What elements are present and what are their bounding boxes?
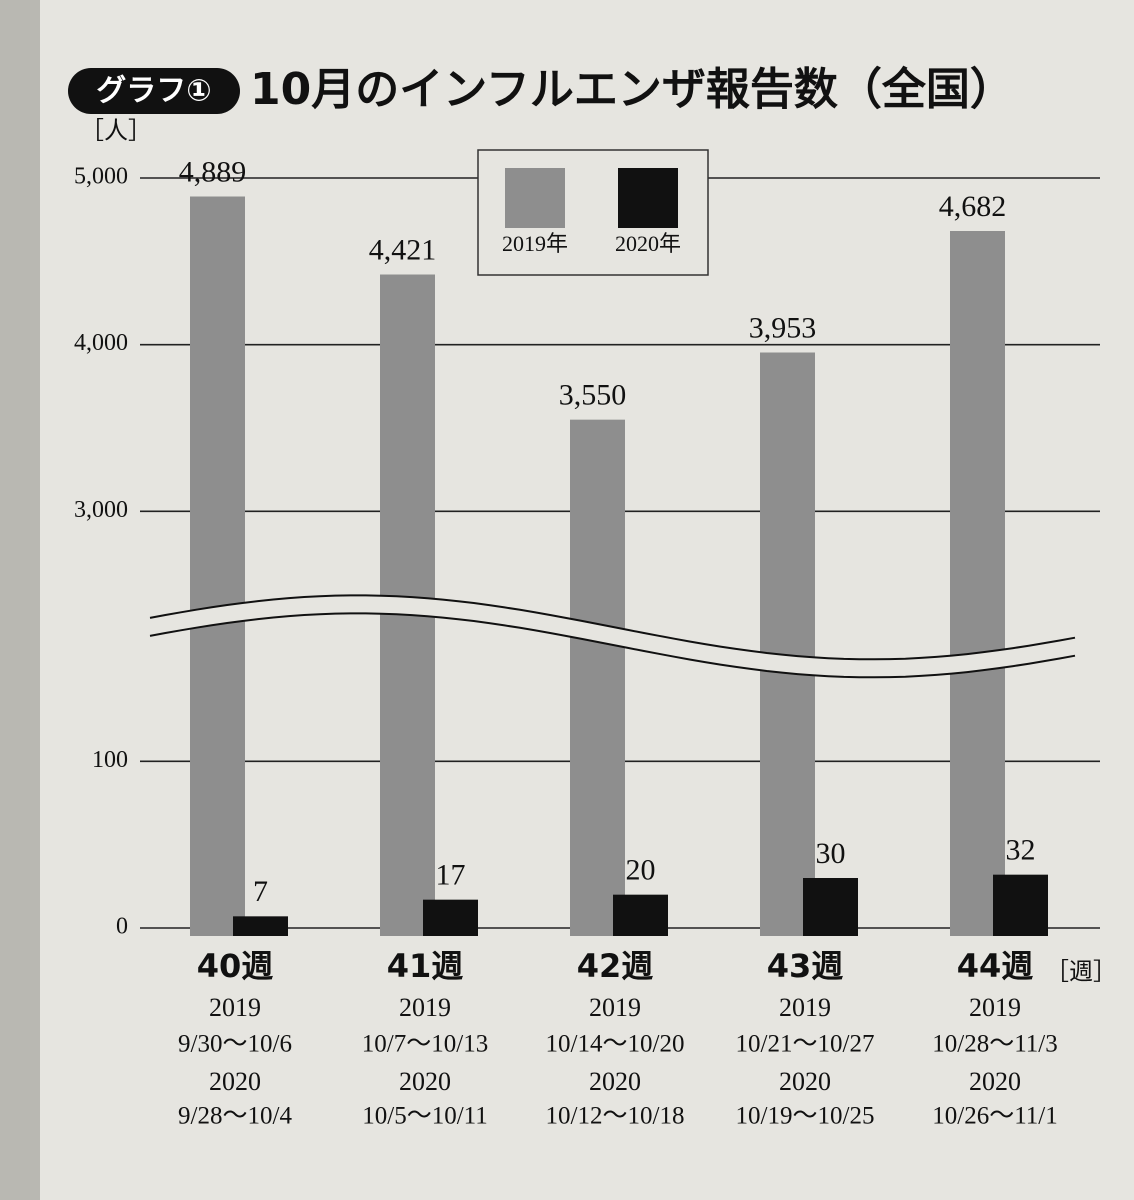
bar [423,899,478,936]
legend-label: 2020年 [615,231,681,256]
y-tick-label: 4,000 [74,330,128,356]
bar [760,352,815,936]
period-label: 10/21〜10/27 [736,1031,875,1058]
page-edge [0,0,40,1200]
year-label: 2019 [209,993,261,1022]
period-label: 10/19〜10/25 [736,1103,875,1130]
bar [570,419,625,937]
value-label: 30 [816,837,846,870]
axis-break-fill [150,595,1075,678]
value-label: 3,953 [749,311,817,344]
year-label: 2020 [209,1067,261,1096]
legend-label: 2019年 [502,231,568,256]
period-label: 10/28〜11/3 [932,1031,1057,1058]
year-label: 2019 [589,993,641,1022]
x-tick-label: 43週 [767,947,844,985]
x-tick-label: 44週 [957,947,1034,985]
badge: グラフ① [96,74,211,109]
bar [803,878,858,936]
y-tick-label: 5,000 [74,164,128,190]
period-label: 9/28〜10/4 [178,1103,292,1130]
legend: 2019年 2020年 [477,149,709,276]
period-label: 10/5〜10/11 [362,1103,487,1130]
y-tick-label: 3,000 [74,497,128,523]
period-label: 10/7〜10/13 [362,1031,488,1058]
x-unit: ［週］ [1045,959,1117,986]
value-label: 17 [436,859,466,892]
year-label: 2020 [589,1067,641,1096]
y-tick-label: 0 [116,914,128,940]
period-label: 10/12〜10/18 [546,1103,685,1130]
value-label: 7 [253,875,268,908]
year-label: 2019 [969,993,1021,1022]
x-tick-label: 41週 [387,947,464,985]
value-label: 4,421 [369,233,437,266]
chart-title: 10月のインフルエンザ報告数（全国） [250,64,1014,115]
x-tick-label: 40週 [197,947,274,985]
value-label: 32 [1006,834,1036,867]
bar [233,916,288,936]
bar [993,874,1048,936]
value-label: 3,550 [559,379,627,412]
legend-swatch [618,168,678,228]
year-label: 2019 [779,993,831,1022]
period-label: 10/26〜11/1 [932,1103,1057,1130]
period-label: 9/30〜10/6 [178,1031,292,1058]
year-label: 2019 [399,993,451,1022]
x-tick-label: 42週 [577,947,654,985]
year-label: 2020 [779,1067,831,1096]
value-label: 20 [626,854,656,887]
year-label: 2020 [399,1067,451,1096]
bar [190,196,245,936]
value-label: 4,682 [939,190,1007,223]
period-label: 10/14〜10/20 [546,1031,685,1058]
y-tick-label: 100 [92,747,128,773]
value-label: 4,889 [179,155,247,188]
legend-swatch [505,168,565,228]
bar [950,231,1005,936]
axis-break-line [149,594,1076,661]
y-unit: ［人］ [80,118,152,145]
badge-bg [68,68,240,114]
bar [613,894,668,936]
axis-break-line [149,612,1076,679]
year-label: 2020 [969,1067,1021,1096]
